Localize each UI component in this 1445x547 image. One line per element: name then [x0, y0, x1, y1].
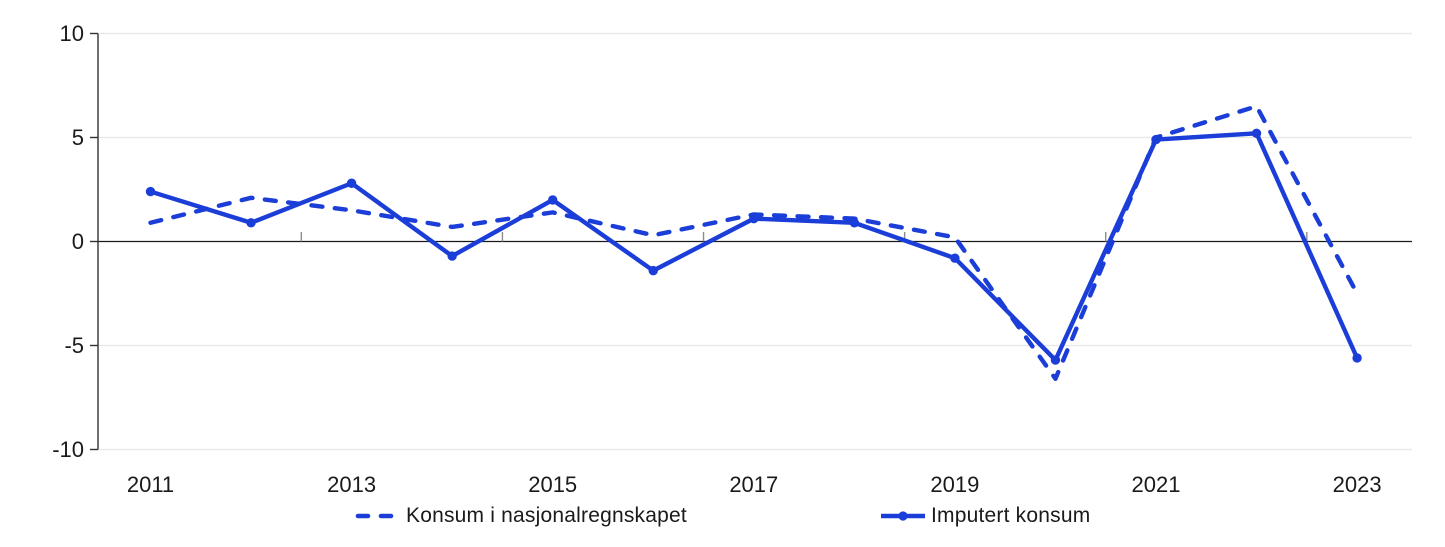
x-axis-tick-label: 2013 [327, 472, 376, 497]
x-axis-tick-label: 2011 [127, 472, 174, 497]
data-point-marker [1352, 353, 1362, 363]
dashed-line-swatch-icon [355, 513, 401, 519]
x-axis-tick-label: 2021 [1132, 472, 1181, 497]
data-point-marker [1050, 355, 1061, 365]
data-point-marker [648, 265, 658, 276]
data-point-marker [447, 251, 457, 261]
data-point-marker [1151, 134, 1161, 145]
y-axis-tick-label: 0 [72, 229, 84, 254]
y-axis-tick-label: 10 [60, 21, 84, 46]
x-axis-tick-label: 2019 [930, 472, 979, 497]
x-axis-tick-label: 2015 [528, 472, 577, 497]
data-point-marker [548, 195, 558, 205]
x-axis-tick-label: 2017 [729, 472, 778, 497]
legend-label-konsum-nasjonalregnskapet: Konsum i nasjonalregnskapet [406, 504, 687, 527]
data-point-marker [1251, 128, 1262, 139]
data-point-marker [346, 178, 357, 188]
data-point-marker [849, 218, 860, 228]
data-point-marker [145, 186, 156, 197]
chart-legend: Konsum i nasjonalregnskapet Imputert kon… [0, 504, 1445, 536]
series-line-dashed [148, 104, 1360, 381]
y-axis-tick-label: 5 [72, 125, 84, 150]
data-point-marker [749, 213, 759, 224]
series-line-solid [148, 131, 1360, 363]
y-axis-tick-label: -10 [52, 437, 84, 462]
x-axis-tick-label: 2023 [1333, 472, 1382, 497]
solid-line-marker-swatch-icon [881, 511, 925, 521]
legend-label-imputert-konsum: Imputert konsum [931, 504, 1091, 527]
data-point-marker [246, 218, 256, 228]
legend-item-konsum-nasjonalregnskapet: Konsum i nasjonalregnskapet [355, 504, 687, 528]
y-axis-tick-label: -5 [64, 333, 84, 358]
data-point-marker [950, 253, 960, 263]
legend-item-imputert-konsum: Imputert konsum [880, 504, 1090, 528]
